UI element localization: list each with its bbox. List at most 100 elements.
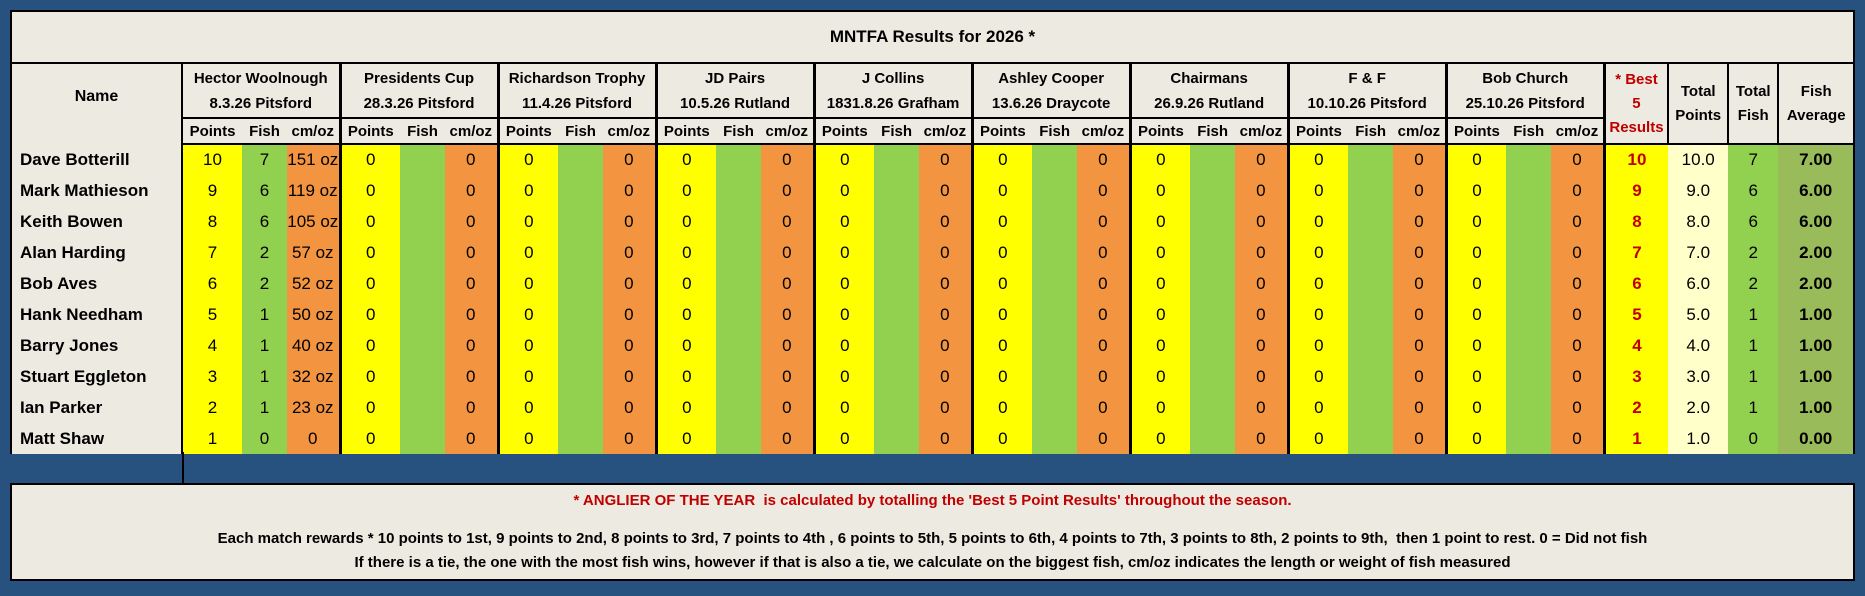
cell-fish: 2 [242, 237, 287, 268]
cell-fish [874, 392, 920, 423]
cell-fish [716, 392, 762, 423]
angler-name: Hank Needham [12, 299, 182, 330]
cell-cmoz: 0 [1235, 330, 1289, 361]
cell-points: 0 [338, 268, 401, 299]
table-row: Barry Jones 4 1 40 oz 0 0 0 0 0 0 0 0 0 0 0 0 0 0 0 0 4 4.0 1 1… [12, 330, 1854, 361]
cell-cmoz: 0 [761, 175, 815, 206]
col-header-fish: Fish [558, 118, 604, 145]
cell-best-5-results: 2 [1602, 392, 1669, 423]
table-row: Keith Bowen 8 6 105 oz 0 0 0 0 0 0 0 0 0 0 0 0 0 0 0 0 8 8.0 6… [12, 206, 1854, 237]
cell-best-5-results: 1 [1602, 423, 1669, 454]
angler-name: Stuart Eggleton [12, 361, 182, 392]
cell-points: 0 [654, 423, 717, 454]
cell-cmoz: 0 [919, 423, 973, 454]
cell-fish [558, 268, 604, 299]
name-column-header: Name [12, 64, 182, 144]
cell-cmoz: 119 oz [287, 175, 341, 206]
cell-fish [400, 268, 446, 299]
col-header-cmoz: cm/oz [1551, 118, 1605, 145]
cell-cmoz: 0 [1235, 299, 1289, 330]
cell-points: 0 [338, 299, 401, 330]
col-header-fish: Fish [716, 118, 762, 145]
cell-points: 0 [496, 392, 559, 423]
col-header-points: Points [1128, 118, 1191, 145]
col-header-fish: Fish [1190, 118, 1236, 145]
cell-points: 0 [1128, 392, 1191, 423]
cell-fish-average: 1.00 [1778, 361, 1854, 392]
cell-fish [1032, 361, 1078, 392]
cell-fish [874, 423, 920, 454]
col-header-fish: Fish [1032, 118, 1078, 145]
cell-cmoz: 0 [1393, 175, 1447, 206]
cell-fish [1190, 392, 1236, 423]
cell-points: 0 [812, 330, 875, 361]
table-row: Dave Botterill 10 7 151 oz 0 0 0 0 0 0 0 0 0 0 0 0 0 0 0 0 1… [12, 144, 1854, 175]
cell-cmoz: 0 [603, 423, 657, 454]
cell-fish [400, 144, 446, 175]
cell-cmoz: 0 [1077, 423, 1131, 454]
cell-points: 0 [338, 237, 401, 268]
cell-fish [1506, 268, 1552, 299]
cell-cmoz: 0 [761, 237, 815, 268]
cell-cmoz: 0 [761, 144, 815, 175]
cell-fish-average: 0.00 [1778, 423, 1854, 454]
cell-fish [874, 330, 920, 361]
cell-cmoz: 0 [1551, 268, 1605, 299]
cell-cmoz: 0 [1077, 299, 1131, 330]
cell-cmoz: 0 [603, 330, 657, 361]
angler-name: Ian Parker [12, 392, 182, 423]
cell-fish-average: 1.00 [1778, 299, 1854, 330]
angler-name: Matt Shaw [12, 423, 182, 454]
cell-cmoz: 0 [1235, 361, 1289, 392]
cell-cmoz: 0 [761, 392, 815, 423]
cell-points: 0 [1286, 175, 1349, 206]
cell-points: 0 [496, 330, 559, 361]
cell-cmoz: 0 [1393, 206, 1447, 237]
cell-fish [874, 299, 920, 330]
cell-fish [400, 206, 446, 237]
cell-cmoz: 0 [1551, 423, 1605, 454]
cell-cmoz: 0 [1393, 423, 1447, 454]
cell-cmoz: 0 [603, 299, 657, 330]
cell-points: 0 [1444, 268, 1507, 299]
cell-points: 0 [338, 144, 401, 175]
cell-cmoz: 0 [445, 268, 499, 299]
cell-fish [874, 144, 920, 175]
cell-cmoz: 0 [1393, 237, 1447, 268]
cell-cmoz: 0 [1235, 206, 1289, 237]
cell-cmoz: 0 [1235, 237, 1289, 268]
cell-cmoz: 0 [445, 330, 499, 361]
cell-cmoz: 0 [603, 206, 657, 237]
points-rules-note: Each match rewards * 10 points to 1st, 9… [217, 530, 1648, 547]
cell-fish [558, 330, 604, 361]
event-header-9: Bob Church 25.10.26 Pitsford [1444, 64, 1605, 119]
cell-fish [874, 206, 920, 237]
cell-points: 0 [812, 299, 875, 330]
cell-cmoz: 0 [445, 299, 499, 330]
cell-points: 10 [181, 144, 242, 175]
event-header-5: J Collins 1831.8.26 Grafham [812, 64, 973, 119]
col-header-fish: Fish [242, 118, 287, 145]
cell-fish [1506, 206, 1552, 237]
cell-points: 0 [1444, 237, 1507, 268]
cell-points: 0 [970, 423, 1033, 454]
cell-cmoz: 0 [445, 392, 499, 423]
col-header-fish: Fish [1506, 118, 1552, 145]
cell-cmoz: 0 [1077, 144, 1131, 175]
cell-cmoz: 0 [1551, 361, 1605, 392]
cell-points: 0 [338, 423, 401, 454]
cell-points: 7 [181, 237, 242, 268]
cell-total-points: 10.0 [1668, 144, 1729, 175]
cell-fish [716, 330, 762, 361]
cell-points: 0 [812, 237, 875, 268]
cell-fish-average: 6.00 [1778, 175, 1854, 206]
cell-points: 0 [812, 206, 875, 237]
cell-fish [874, 237, 920, 268]
cell-fish [558, 237, 604, 268]
event-header-6: Ashley Cooper 13.6.26 Draycote [970, 64, 1131, 119]
cell-points: 0 [1128, 268, 1191, 299]
cell-fish [716, 144, 762, 175]
cell-points: 0 [496, 423, 559, 454]
stray-gridline [182, 452, 184, 483]
cell-cmoz: 50 oz [287, 299, 341, 330]
